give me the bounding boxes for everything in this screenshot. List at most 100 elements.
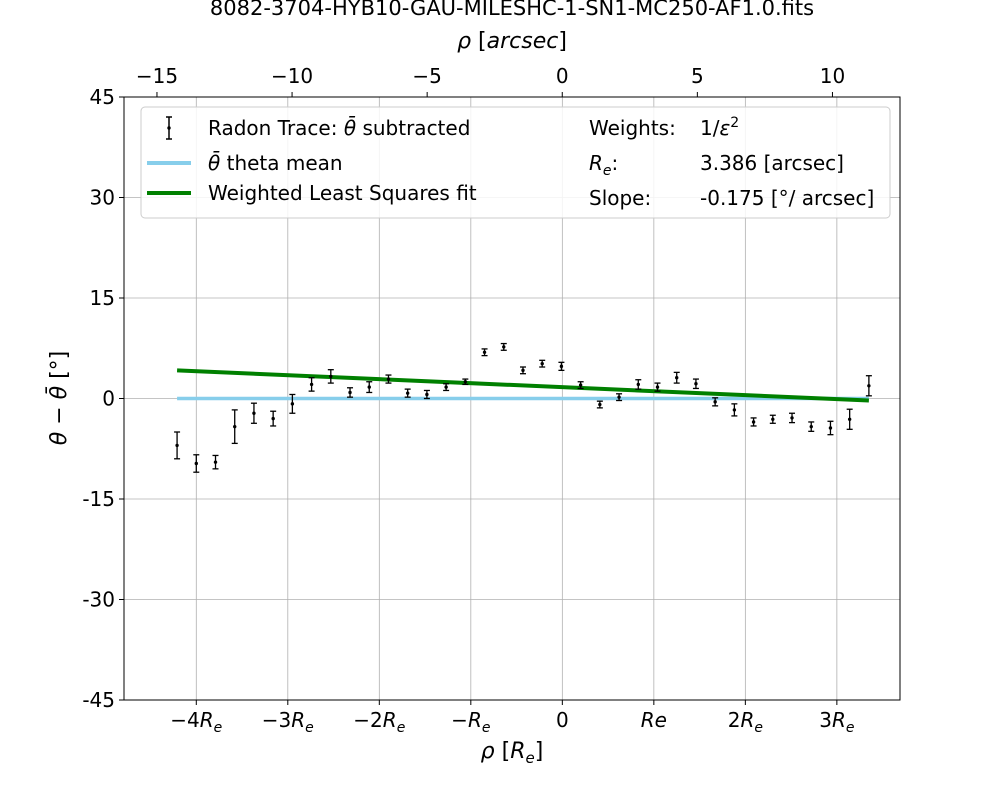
x-bottom-tick-label: 0 xyxy=(556,708,569,732)
point-marker xyxy=(290,402,295,406)
fit-lines xyxy=(176,368,869,403)
point-marker xyxy=(847,417,852,421)
point-marker xyxy=(540,361,544,366)
data-point xyxy=(270,410,277,427)
legend-slope-label: Slope: xyxy=(589,186,651,210)
legend-weights-label: Weights: xyxy=(589,116,676,140)
data-point xyxy=(654,382,661,392)
data-point xyxy=(500,342,507,351)
data-point xyxy=(481,348,488,357)
data-point xyxy=(846,408,853,430)
point-marker xyxy=(559,364,564,369)
point-marker xyxy=(809,424,813,429)
point-marker xyxy=(655,385,660,389)
point-marker xyxy=(425,392,429,397)
data-point xyxy=(404,388,411,398)
legend-label-theta-mean: θ̄ theta mean xyxy=(208,150,343,175)
data-point xyxy=(865,375,872,397)
data-point xyxy=(327,369,334,384)
data-point xyxy=(423,389,430,400)
wls-fit-line xyxy=(176,368,869,403)
y-axis-title: θ − θ̄ [°] xyxy=(46,351,72,446)
data-point xyxy=(769,414,776,424)
point-marker xyxy=(578,383,583,387)
legend-weights-value: 1/ε2 xyxy=(700,115,739,140)
x-top-tick-label: 5 xyxy=(691,64,704,88)
data-point xyxy=(731,403,738,417)
point-marker xyxy=(751,420,756,424)
data-point xyxy=(385,374,392,384)
legend-label-wls-fit: Weighted Least Squares fit xyxy=(208,181,477,205)
data-point xyxy=(308,377,315,392)
point-marker xyxy=(867,384,871,388)
point-marker xyxy=(271,416,275,421)
legend-errorbar-marker xyxy=(166,116,172,140)
x-bottom-tick-label: 2Re xyxy=(728,708,763,736)
y-tick-label: -15 xyxy=(82,487,115,511)
point-marker xyxy=(521,368,525,373)
point-marker xyxy=(713,400,717,404)
point-marker xyxy=(636,382,640,387)
data-point xyxy=(616,393,623,402)
chart-title: 8082-3704-HYB10-GAU-MILESHC-1-SN1-MC250-… xyxy=(210,0,814,20)
point-marker xyxy=(732,408,737,412)
point-marker xyxy=(444,385,448,389)
point-marker xyxy=(617,395,621,399)
data-point xyxy=(692,378,699,390)
data-point xyxy=(635,379,642,390)
y-tick-label: 45 xyxy=(90,85,115,109)
legend-slope-value: -0.175 [°/ arcsec] xyxy=(700,186,874,210)
y-tick-label: 0 xyxy=(102,387,115,411)
data-point xyxy=(462,378,469,386)
point-marker xyxy=(405,391,410,395)
x-bottom-tick-label: −2Re xyxy=(353,708,405,736)
x-bottom-tick-label: −4Re xyxy=(170,708,222,736)
data-point xyxy=(347,387,354,398)
point-marker xyxy=(828,426,833,430)
point-marker xyxy=(175,443,179,448)
point-marker xyxy=(694,382,698,386)
point-marker xyxy=(329,374,333,379)
x-bottom-tick-label: 3Re xyxy=(819,708,854,736)
point-marker xyxy=(502,345,506,349)
point-marker xyxy=(194,461,198,466)
data-points xyxy=(174,342,872,473)
legend-re-value: 3.386 [arcsec] xyxy=(700,151,844,175)
y-tick-label: 30 xyxy=(90,186,115,210)
x-bottom-tick-label: −Re xyxy=(451,708,490,736)
y-axis: 45 30 15 0 -15 -30 -45 xyxy=(82,85,124,712)
y-tick-label: -45 xyxy=(82,688,115,712)
x-top-tick-label: −5 xyxy=(412,64,441,88)
point-marker xyxy=(598,402,602,407)
point-marker xyxy=(348,390,352,395)
data-point xyxy=(231,409,238,445)
y-tick-label: -30 xyxy=(82,588,115,612)
point-marker xyxy=(386,377,391,381)
legend-re-label: Re: xyxy=(589,151,618,179)
point-marker xyxy=(309,382,314,387)
data-point xyxy=(789,412,796,424)
bottom-axis-title: ρ [Re] xyxy=(481,739,544,767)
x-bottom-tick-label: −3Re xyxy=(262,708,314,736)
plot-frame xyxy=(123,96,901,701)
x-top-tick-label: −10 xyxy=(271,64,313,88)
x-bottom-tick-label: Re xyxy=(641,708,667,732)
data-point xyxy=(577,381,584,390)
point-marker xyxy=(790,416,794,420)
legend: Radon Trace: θ̄ subtracted θ̄ theta mean… xyxy=(140,106,891,219)
top-x-axis: −15 −10 −5 0 5 10 xyxy=(136,64,845,97)
point-marker xyxy=(463,380,468,384)
point-marker xyxy=(771,417,775,421)
y-tick-label: 15 xyxy=(90,286,115,310)
top-axis-title: ρ [arcsec] xyxy=(457,29,567,54)
point-marker xyxy=(233,424,237,429)
point-marker xyxy=(482,350,487,354)
data-point xyxy=(212,454,219,470)
legend-box xyxy=(140,106,891,219)
legend-label-radon-trace: Radon Trace: θ̄ subtracted xyxy=(208,115,470,140)
x-top-tick-label: 0 xyxy=(556,64,569,88)
point-marker xyxy=(675,376,679,380)
data-point xyxy=(596,400,603,409)
point-marker xyxy=(367,385,371,389)
